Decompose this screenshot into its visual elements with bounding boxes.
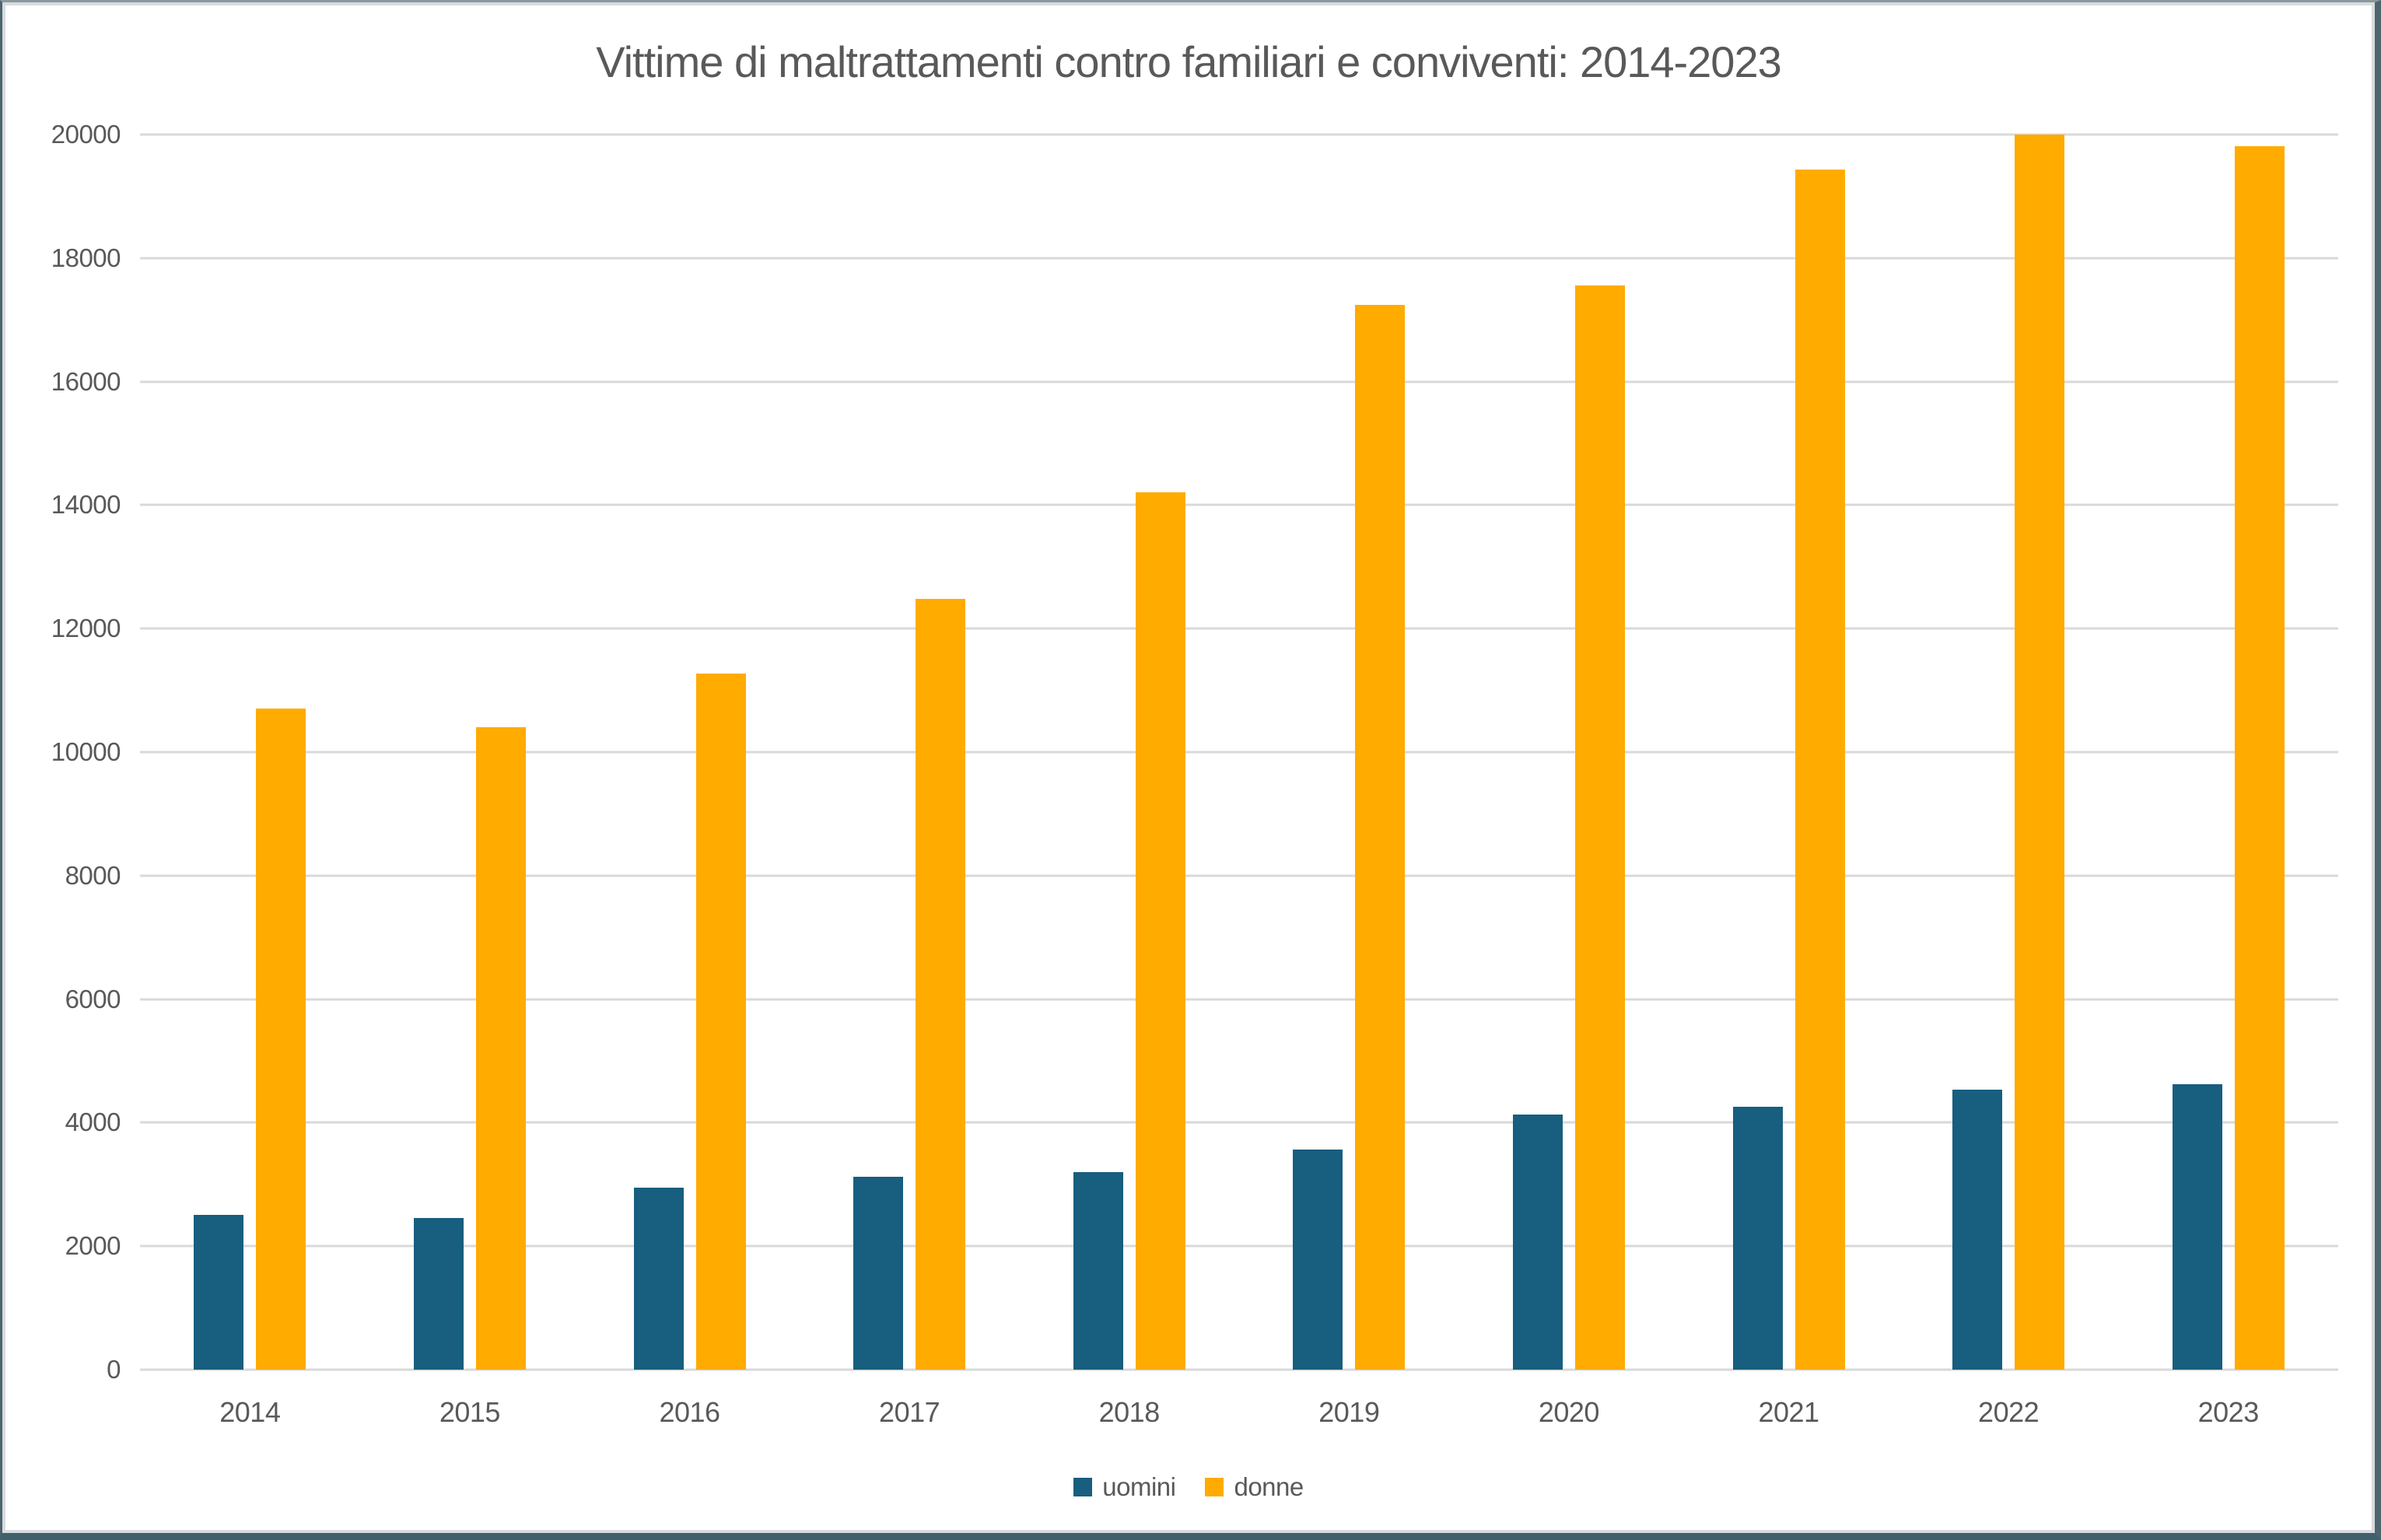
y-tick-label: 12000 [51,614,121,643]
legend-item-uomini: uomini [1073,1472,1176,1502]
y-tick-label: 0 [107,1355,121,1384]
gridline [140,998,2338,1001]
gridline [140,1121,2338,1124]
bar-uomini-2018 [1073,1171,1123,1370]
legend-item-donne: donne [1205,1472,1304,1502]
chart-title: Vittime di maltrattamenti contro familia… [596,37,1782,86]
y-tick-label: 10000 [51,737,121,766]
x-tick-2016: 2016 [659,1396,720,1428]
x-tick-2017: 2017 [879,1396,940,1428]
bar-donne-2021 [1795,170,1845,1370]
bar-donne-2020 [1574,285,1625,1370]
bar-donne-2019 [1355,305,1406,1370]
x-axis-line [140,1368,2338,1371]
gridline [140,503,2338,506]
gridline [140,257,2338,260]
legend-swatch-uomini [1073,1478,1093,1496]
bar-uomini-2022 [1952,1090,2003,1370]
legend-label-uomini: uomini [1102,1472,1176,1501]
y-tick-label: 8000 [65,860,121,890]
gridline [140,627,2338,630]
x-tick-2015: 2015 [439,1396,501,1428]
legend: uomini donne [2,1472,2375,1502]
bar-uomini-2014 [194,1214,244,1370]
y-tick-label: 4000 [65,1108,121,1137]
x-tick-2020: 2020 [1538,1396,1600,1428]
gridline [140,751,2338,754]
x-tick-2019: 2019 [1318,1396,1380,1428]
bar-donne-2018 [1135,492,1185,1370]
x-tick-2022: 2022 [1978,1396,2040,1428]
bar-donne-2014 [256,709,306,1370]
bar-donne-2016 [695,674,746,1370]
y-tick-label: 18000 [51,243,121,272]
x-tick-2014: 2014 [219,1396,281,1428]
y-tick-label: 16000 [51,366,121,396]
legend-swatch-donne [1205,1478,1224,1496]
legend-label-donne: donne [1234,1472,1304,1501]
y-tick-label: 14000 [51,490,121,520]
gridline [140,874,2338,877]
x-tick-2023: 2023 [2197,1396,2260,1428]
bar-uomini-2021 [1732,1106,1783,1370]
bar-uomini-2017 [853,1177,904,1370]
bar-donne-2023 [2234,146,2285,1370]
bar-donne-2017 [916,599,966,1370]
x-tick-2018: 2018 [1098,1396,1161,1428]
gridline [140,133,2338,136]
bar-donne-2022 [2015,135,2065,1370]
bar-uomini-2020 [1512,1115,1563,1370]
bar-uomini-2023 [2172,1084,2222,1370]
y-tick-label: 2000 [65,1231,121,1261]
y-tick-label: 6000 [65,984,121,1013]
x-tick-2021: 2021 [1758,1396,1819,1428]
gridline [140,380,2338,383]
bar-donne-2015 [475,727,526,1370]
y-tick-label: 20000 [51,120,121,149]
bar-uomini-2019 [1293,1150,1343,1370]
gridline [140,1244,2338,1248]
bar-uomini-2016 [633,1187,684,1370]
bar-uomini-2015 [413,1217,464,1370]
